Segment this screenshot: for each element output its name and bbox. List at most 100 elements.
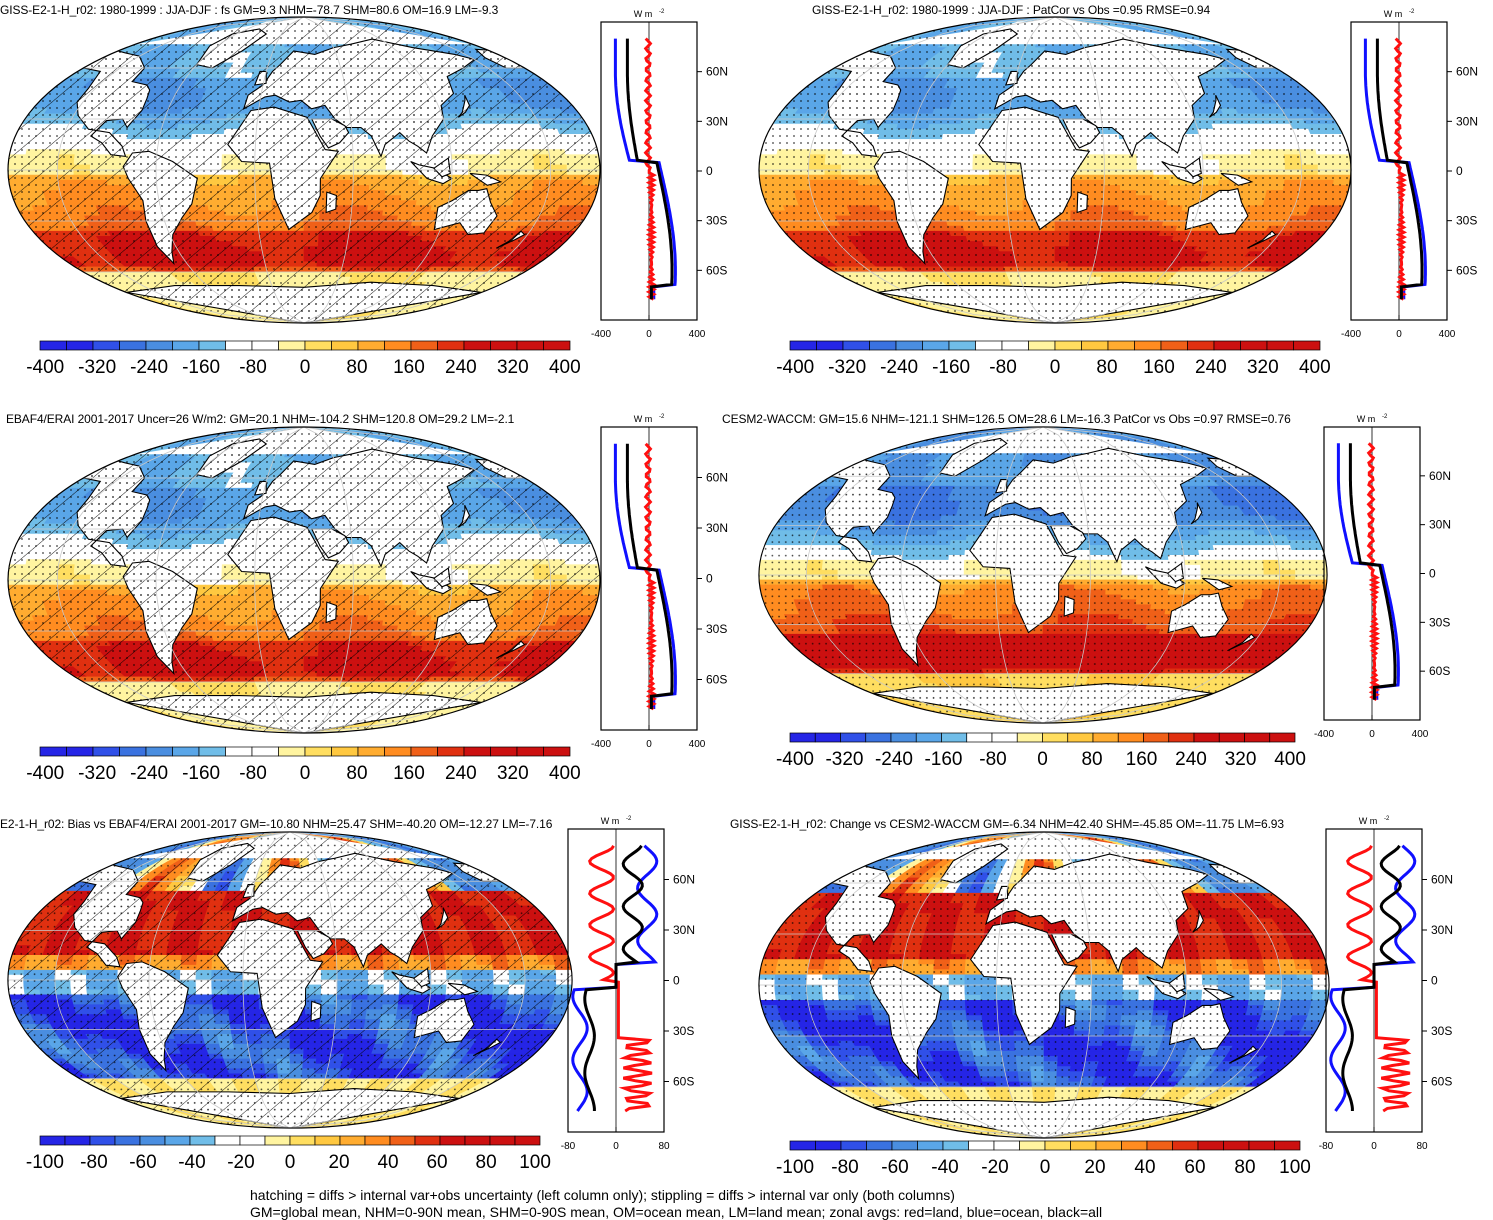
profile-x-label: 400: [689, 739, 706, 750]
ocean-mean-line: [615, 39, 675, 300]
colorbar-label: 240: [445, 357, 477, 378]
profile-x-label: 80: [658, 1141, 670, 1152]
colorbar-swatch: [515, 1136, 540, 1145]
profile-axes: [568, 829, 669, 1132]
colorbar-swatch: [265, 1136, 290, 1145]
profile-lat-label: 30S: [706, 622, 727, 636]
colorbar-swatch: [1249, 1141, 1275, 1150]
colorbar-label: -240: [130, 357, 168, 378]
colorbar-swatch: [140, 1136, 165, 1145]
colorbar-swatch: [490, 1136, 515, 1145]
profile-x-label: 400: [1439, 329, 1456, 340]
colorbar-label: 400: [549, 763, 581, 784]
colorbar-swatch: [411, 747, 438, 756]
colorbar-label: 40: [1134, 1157, 1155, 1178]
profile-lat-label: 30N: [1431, 923, 1453, 937]
colorbar-swatch: [491, 341, 518, 350]
colorbar-swatch: [1188, 341, 1215, 350]
profile-lat-label: 30S: [706, 214, 727, 228]
land-mean-line: [1396, 39, 1404, 300]
colorbar-swatch: [146, 747, 173, 756]
colorbar-label: -240: [880, 357, 918, 378]
colorbar-swatch: [199, 341, 226, 350]
ocean-mean-line: [615, 444, 675, 709]
profile-lat-label: 30S: [1456, 214, 1477, 228]
colorbar-swatch: [918, 1141, 944, 1150]
colorbar-swatch: [916, 733, 941, 742]
colorbar-swatch: [390, 1136, 415, 1145]
land-mean-line: [646, 39, 654, 300]
colorbar-swatch: [790, 341, 817, 350]
profile-lat-label: 0: [1456, 164, 1463, 178]
colorbar-label: 80: [1081, 749, 1102, 770]
colorbar-label: -20: [227, 1152, 254, 1173]
colorbar-swatch: [415, 1136, 440, 1145]
colorbar-label: -20: [981, 1157, 1008, 1178]
profile-unit: W m: [1359, 816, 1378, 826]
colorbar-label: 0: [300, 357, 311, 378]
colorbar-swatch: [1161, 341, 1188, 350]
colorbar-swatch: [67, 341, 94, 350]
profile-lat-label: 0: [706, 572, 713, 586]
colorbar-swatch: [1194, 733, 1219, 742]
colorbar-swatch: [173, 341, 200, 350]
colorbar-label: 60: [426, 1152, 447, 1173]
colorbar-swatch: [790, 733, 815, 742]
colorbar-swatch: [1071, 1141, 1097, 1150]
profile-lat-label: 60N: [1456, 65, 1478, 79]
colorbar-label: -100: [776, 1157, 814, 1178]
colorbar-swatch: [1169, 733, 1194, 742]
colorbar-label: -320: [78, 357, 116, 378]
profile-lat-label: 60S: [706, 263, 727, 277]
profile-lat-label: 60N: [1431, 873, 1453, 887]
colorbar-swatch: [464, 747, 491, 756]
profile-lat-label: 60S: [1429, 664, 1450, 678]
colorbar-swatch: [358, 341, 385, 350]
colorbar-swatch: [226, 341, 253, 350]
colorbar-swatch: [891, 733, 916, 742]
colorbar-swatch: [841, 1141, 867, 1150]
colorbar-swatch: [305, 747, 332, 756]
profile-axes: [1326, 829, 1427, 1132]
colorbar-swatch: [544, 747, 571, 756]
world-map: [6, 830, 574, 1130]
colorbar-swatch: [1275, 1141, 1301, 1150]
profile-lat-label: 30N: [706, 521, 728, 535]
profile-unit: W m: [634, 414, 653, 424]
colorbar-swatch: [1198, 1141, 1224, 1150]
colorbar-label: -320: [828, 357, 866, 378]
profile-x-label: -400: [1314, 729, 1334, 740]
colorbar-label: -160: [924, 749, 962, 770]
colorbar-label: 0: [300, 763, 311, 784]
colorbar-label: 320: [1247, 357, 1279, 378]
colorbar-label: -100: [26, 1152, 64, 1173]
colorbar-swatch: [994, 1141, 1020, 1150]
profile-lat-label: 60N: [1429, 469, 1451, 483]
colorbar-label: 160: [393, 357, 425, 378]
world-map: [757, 830, 1331, 1140]
world-map: [757, 425, 1329, 725]
colorbar-swatch: [438, 341, 465, 350]
colorbar-swatch: [90, 1136, 115, 1145]
colorbar-swatch: [1017, 733, 1042, 742]
colorbar-swatch: [385, 341, 412, 350]
colorbar-label: -80: [239, 357, 266, 378]
colorbar-swatch: [992, 733, 1017, 742]
profile-x-label: -80: [561, 1141, 576, 1152]
profile-lat-label: 60S: [1456, 263, 1477, 277]
colorbar-swatch: [252, 341, 279, 350]
colorbar-label: -320: [825, 749, 863, 770]
colorbar-swatch: [65, 1136, 90, 1145]
profile-unit-exponent: -2: [659, 414, 665, 420]
profile-lat-label: 60N: [706, 65, 728, 79]
colorbar-swatch: [1144, 733, 1169, 742]
colorbar-swatch: [1029, 341, 1056, 350]
colorbar-label: -160: [182, 357, 220, 378]
profile-unit-exponent: -2: [1409, 9, 1415, 15]
colorbar-swatch: [1118, 733, 1143, 742]
colorbar-swatch: [943, 1141, 969, 1150]
colorbar-swatch: [120, 341, 147, 350]
